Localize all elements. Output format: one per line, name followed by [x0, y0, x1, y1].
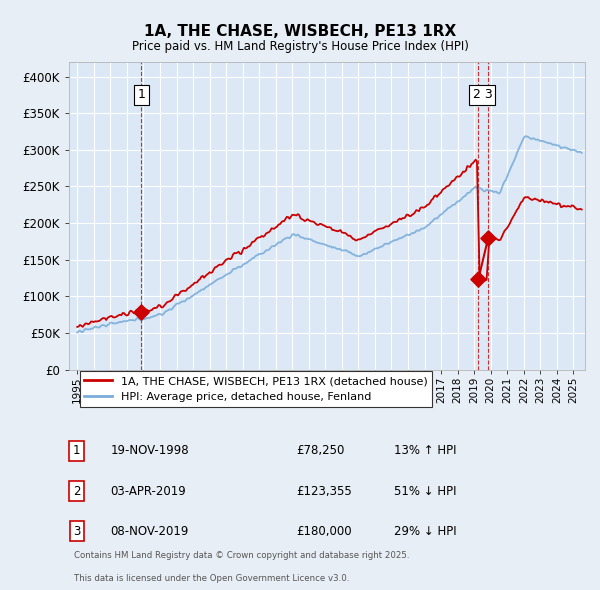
Text: This data is licensed under the Open Government Licence v3.0.: This data is licensed under the Open Gov… — [74, 574, 350, 583]
Text: 51% ↓ HPI: 51% ↓ HPI — [394, 484, 457, 497]
Text: £123,355: £123,355 — [296, 484, 352, 497]
Text: 03-APR-2019: 03-APR-2019 — [110, 484, 186, 497]
Text: 3: 3 — [73, 525, 80, 537]
Text: 29% ↓ HPI: 29% ↓ HPI — [394, 525, 457, 537]
Text: Price paid vs. HM Land Registry's House Price Index (HPI): Price paid vs. HM Land Registry's House … — [131, 40, 469, 53]
Text: 2: 2 — [73, 484, 80, 497]
Text: Contains HM Land Registry data © Crown copyright and database right 2025.: Contains HM Land Registry data © Crown c… — [74, 551, 410, 560]
Text: 2 3: 2 3 — [473, 88, 493, 101]
Point — [484, 233, 493, 242]
Text: 19-NOV-1998: 19-NOV-1998 — [110, 444, 189, 457]
Text: 1A, THE CHASE, WISBECH, PE13 1RX: 1A, THE CHASE, WISBECH, PE13 1RX — [144, 24, 456, 38]
Point — [137, 307, 146, 317]
Text: £180,000: £180,000 — [296, 525, 352, 537]
Text: 1: 1 — [137, 88, 145, 101]
Point — [473, 274, 483, 284]
Text: 08-NOV-2019: 08-NOV-2019 — [110, 525, 188, 537]
Text: 1: 1 — [73, 444, 80, 457]
Legend: 1A, THE CHASE, WISBECH, PE13 1RX (detached house), HPI: Average price, detached : 1A, THE CHASE, WISBECH, PE13 1RX (detach… — [80, 371, 432, 407]
Text: £78,250: £78,250 — [296, 444, 344, 457]
Text: 13% ↑ HPI: 13% ↑ HPI — [394, 444, 457, 457]
